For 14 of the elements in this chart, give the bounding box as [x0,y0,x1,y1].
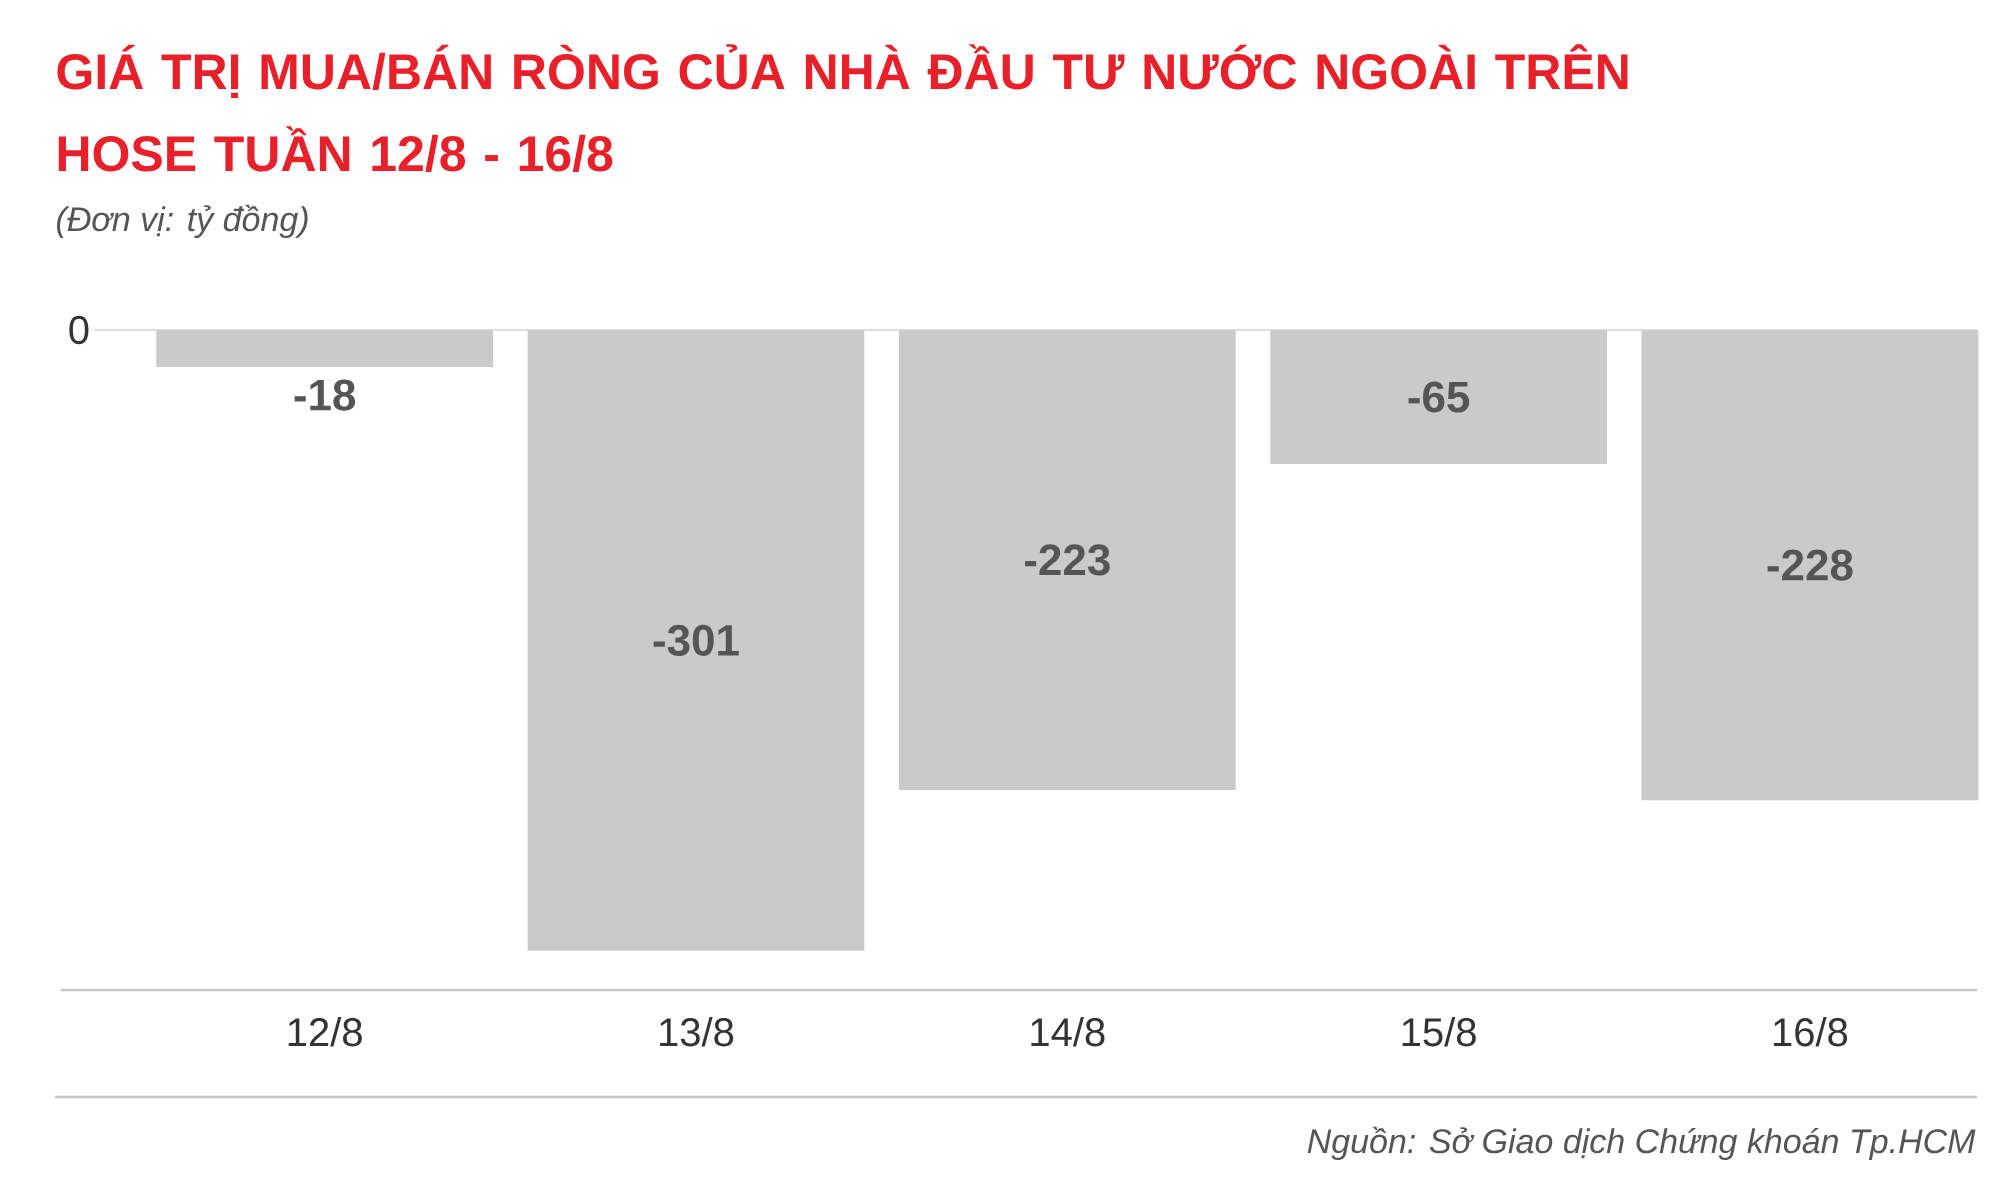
x-tick-label: 15/8 [1402,1017,1476,1047]
data-label: -223 [1024,544,1110,576]
x-tick-label: 14/8 [1031,1017,1105,1047]
chart-title: GIÁ TRỊ MUA/BÁN RÒNG CỦA NHÀ ĐẦU TƯ NƯỚC NGOÀI TRÊN HOSE TUẦN 12/8 - 16/8 [57,44,1628,172]
x-tick-label: 13/8 [660,1017,734,1047]
text: Nguồn: Sở Giao dịch Chứng khoán Tp.HCM [1307,1126,1976,1161]
ref-line-label: 0 [69,315,89,345]
data-label: -228 [1767,549,1853,581]
data-label: -18 [294,379,356,411]
x-tick-label: 16/8 [1774,1017,1848,1047]
x-tick-label: 12/8 [288,1017,362,1047]
data-label: -301 [653,624,739,657]
data-label: -65 [1408,381,1470,413]
chart-subtitle: (Đơn vị: tỷ đồng) [57,204,308,239]
